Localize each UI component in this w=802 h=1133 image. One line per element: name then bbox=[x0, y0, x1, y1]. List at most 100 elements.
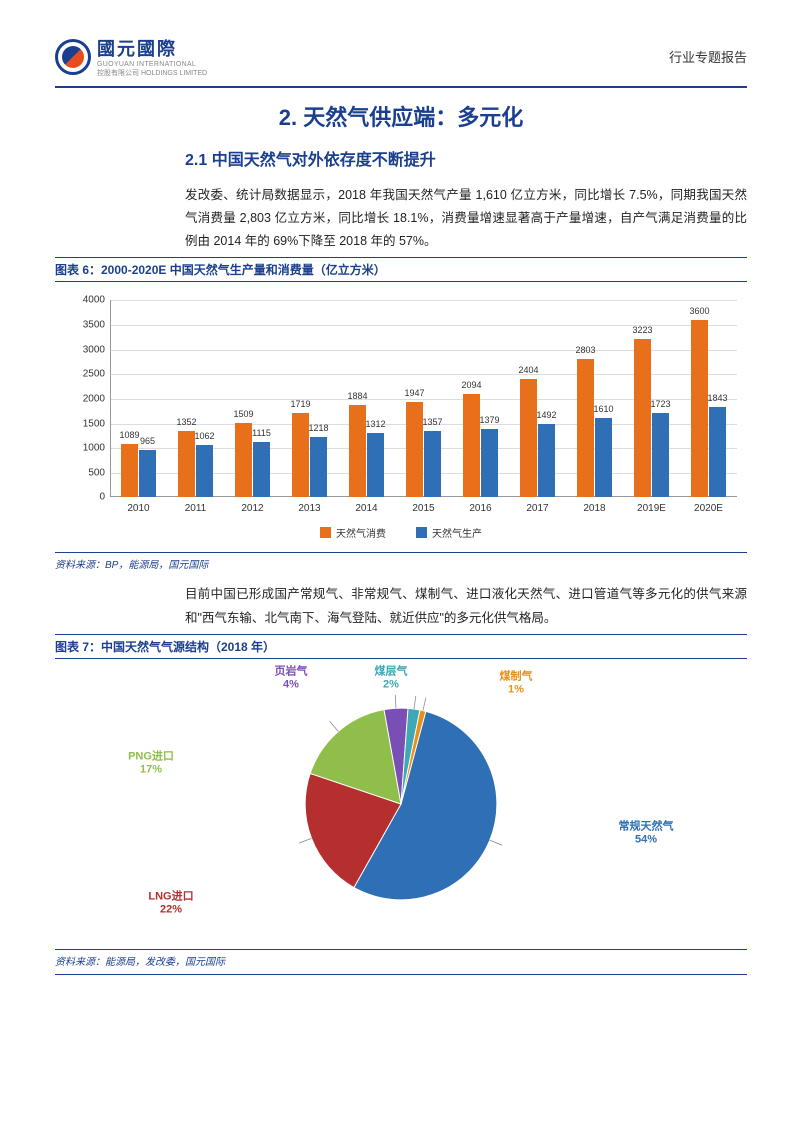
chart6-title: 图表 6：2000-2020E 中国天然气生产量和消费量（亿立方米） bbox=[55, 257, 747, 282]
bar-group: 18841312 bbox=[338, 405, 395, 498]
legend-label: 天然气消费 bbox=[336, 525, 386, 540]
bar-value-label: 1089 bbox=[119, 430, 139, 440]
bar: 1719 bbox=[292, 413, 309, 498]
logo-text-sub: 控股有限公司 HOLDINGS LIMITED bbox=[97, 68, 207, 78]
logo-icon bbox=[55, 39, 91, 75]
bar-group: 13521062 bbox=[167, 431, 224, 498]
pie-leader bbox=[299, 838, 312, 843]
y-tick: 2500 bbox=[65, 369, 105, 380]
chart7-pie-chart: 常规天然气54% LNG进口22% PNG进口17% 页岩气4% 煤层气2% 煤制气1% bbox=[55, 659, 747, 949]
bar: 2404 bbox=[520, 379, 537, 497]
bar-group: 20941379 bbox=[452, 394, 509, 497]
chart7-source: 资料来源：能源局，发改委，国元国际 bbox=[55, 949, 747, 975]
chart-legend: 天然气消费 天然气生产 bbox=[55, 525, 747, 540]
logo-text-cn: 國元國際 bbox=[97, 35, 207, 61]
bars-container: 1089965135210621509111517191218188413121… bbox=[110, 300, 737, 497]
bar-group: 15091115 bbox=[224, 423, 281, 497]
bar: 1062 bbox=[196, 445, 213, 497]
x-tick: 2018 bbox=[566, 503, 623, 514]
bar: 1218 bbox=[310, 437, 327, 497]
report-type: 行业专题报告 bbox=[669, 47, 747, 66]
page-header: 國元國際 GUOYUAN INTERNATIONAL 控股有限公司 HOLDIN… bbox=[55, 35, 747, 88]
pie-label: 页岩气4% bbox=[275, 665, 308, 693]
chart6-bar-chart: 0500100015002000250030003500400010899651… bbox=[55, 282, 747, 552]
pie-leader bbox=[490, 840, 502, 845]
bar-group: 32231723 bbox=[623, 339, 680, 498]
section-title: 2. 天然气供应端：多元化 bbox=[55, 100, 747, 132]
pie-label: PNG进口17% bbox=[128, 750, 174, 778]
bar: 2803 bbox=[577, 359, 594, 497]
bar: 1379 bbox=[481, 429, 498, 497]
bar: 3223 bbox=[634, 339, 651, 498]
bar-value-label: 1115 bbox=[252, 428, 271, 438]
bar: 1352 bbox=[178, 431, 195, 498]
y-tick: 1500 bbox=[65, 418, 105, 429]
pie-leader bbox=[330, 721, 339, 731]
bar: 1357 bbox=[424, 431, 441, 498]
y-tick: 3000 bbox=[65, 344, 105, 355]
bar: 1884 bbox=[349, 405, 366, 498]
bar-value-label: 1218 bbox=[308, 423, 328, 433]
pie-label: LNG进口22% bbox=[148, 890, 193, 918]
bar: 965 bbox=[139, 450, 156, 498]
x-tick: 2016 bbox=[452, 503, 509, 514]
bar: 1089 bbox=[121, 444, 138, 498]
y-tick: 2000 bbox=[65, 393, 105, 404]
chart7-title: 图表 7：中国天然气气源结构（2018 年） bbox=[55, 634, 747, 659]
bar-value-label: 1062 bbox=[194, 431, 214, 441]
bar: 1509 bbox=[235, 423, 252, 497]
bar: 1947 bbox=[406, 402, 423, 498]
bar-group: 1089965 bbox=[110, 444, 167, 498]
bar: 3600 bbox=[691, 320, 708, 497]
y-tick: 500 bbox=[65, 467, 105, 478]
bar-value-label: 1379 bbox=[479, 415, 499, 425]
bar: 2094 bbox=[463, 394, 480, 497]
logo: 國元國際 GUOYUAN INTERNATIONAL 控股有限公司 HOLDIN… bbox=[55, 35, 207, 78]
x-tick: 2019E bbox=[623, 503, 680, 514]
bar-group: 36001843 bbox=[680, 320, 737, 497]
bar-value-label: 1884 bbox=[347, 391, 367, 401]
pie-label: 煤制气1% bbox=[500, 670, 533, 698]
bar-value-label: 3223 bbox=[632, 325, 652, 335]
bar-value-label: 2404 bbox=[518, 365, 538, 375]
chart6-source: 资料来源：BP，能源局，国元国际 bbox=[55, 552, 747, 577]
pie-leader bbox=[414, 695, 416, 708]
bar-value-label: 1723 bbox=[650, 399, 670, 409]
x-tick: 2010 bbox=[110, 503, 167, 514]
bar: 1843 bbox=[709, 407, 726, 498]
pie-label: 煤层气2% bbox=[375, 665, 408, 693]
x-tick: 2013 bbox=[281, 503, 338, 514]
bar-group: 17191218 bbox=[281, 413, 338, 498]
legend-swatch bbox=[320, 527, 331, 538]
y-tick: 3500 bbox=[65, 320, 105, 331]
legend-label: 天然气生产 bbox=[432, 525, 482, 540]
pie-leader bbox=[395, 695, 396, 708]
bar-value-label: 1509 bbox=[233, 409, 253, 419]
x-tick: 2011 bbox=[167, 503, 224, 514]
bar-value-label: 965 bbox=[140, 436, 155, 446]
x-tick: 2015 bbox=[395, 503, 452, 514]
paragraph-2: 目前中国已形成国产常规气、非常规气、煤制气、进口液化天然气、进口管道气等多元化的… bbox=[185, 583, 747, 629]
x-tick: 2020E bbox=[680, 503, 737, 514]
bar-value-label: 2803 bbox=[575, 345, 595, 355]
bar-value-label: 2094 bbox=[461, 380, 481, 390]
bar: 1115 bbox=[253, 442, 270, 497]
pie-svg bbox=[286, 689, 516, 919]
x-axis-labels: 2010201120122013201420152016201720182019… bbox=[110, 503, 737, 514]
bar-value-label: 1357 bbox=[422, 417, 442, 427]
bar-value-label: 1719 bbox=[290, 399, 310, 409]
bar-value-label: 1843 bbox=[707, 393, 727, 403]
subsection-title: 2.1 中国天然气对外依存度不断提升 bbox=[185, 146, 747, 170]
pie-leader bbox=[423, 697, 426, 710]
bar-group: 28031610 bbox=[566, 359, 623, 497]
logo-text-en: GUOYUAN INTERNATIONAL bbox=[97, 61, 207, 68]
bar-value-label: 1352 bbox=[176, 417, 196, 427]
bar: 1492 bbox=[538, 424, 555, 497]
legend-swatch bbox=[416, 527, 427, 538]
x-tick: 2012 bbox=[224, 503, 281, 514]
pie-label: 常规天然气54% bbox=[619, 820, 674, 848]
bar-value-label: 1492 bbox=[536, 410, 556, 420]
paragraph-1: 发改委、统计局数据显示，2018 年我国天然气产量 1,610 亿立方米，同比增… bbox=[185, 184, 747, 253]
bar: 1610 bbox=[595, 418, 612, 497]
bar-value-label: 3600 bbox=[689, 306, 709, 316]
